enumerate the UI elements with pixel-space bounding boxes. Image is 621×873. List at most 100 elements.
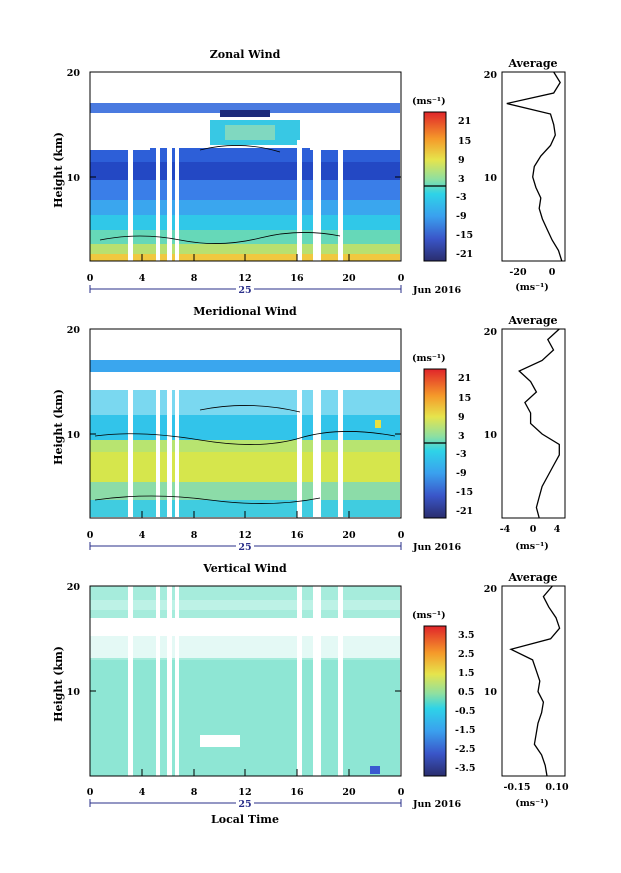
avg-y-tick: 10	[484, 430, 498, 441]
average-line	[506, 71, 563, 262]
avg-unit: (ms⁻¹)	[515, 541, 549, 552]
day-label: 25	[238, 799, 251, 810]
date-axis: 25	[89, 542, 402, 553]
avg-x-tick: 0.10	[545, 782, 569, 793]
colorbar-tick: 9	[458, 412, 465, 423]
colorbar-tick: -21	[456, 506, 473, 517]
x-tick-label: 8	[191, 273, 198, 284]
avg-y-tick: 20	[484, 584, 498, 595]
colorbar-tick: -1.5	[455, 725, 475, 736]
y-tick-label: 20	[67, 68, 81, 79]
colorbar-tick: -9	[456, 468, 467, 479]
day-label: 25	[238, 542, 251, 553]
colorbar-tick: -21	[456, 249, 473, 260]
panel-title: Vertical Wind	[202, 562, 287, 575]
panel-title: Meridional Wind	[193, 305, 297, 318]
date-label: Jun 2016	[412, 285, 461, 296]
x-ticks	[89, 254, 402, 261]
panel-title: Zonal Wind	[210, 48, 281, 61]
avg-x-tick: 0	[530, 524, 537, 535]
y-axis-label: Height (km)	[52, 132, 65, 208]
colorbar-tick: -3.5	[455, 763, 475, 774]
panel-vertical: Vertical Wind 20 10 Height (km)	[52, 562, 569, 826]
colorbar-tick: -3	[456, 449, 467, 460]
date-axis: 25	[89, 799, 402, 810]
colorbar: (ms⁻¹) 21 15 9 3 -3 -9 -15 -21	[412, 96, 473, 262]
average-profile: Average 20 10 -20 0 (ms⁻¹)	[484, 57, 566, 293]
y-tick-label: 20	[67, 582, 81, 593]
y-axis-label: Height (km)	[52, 389, 65, 465]
colorbar: (ms⁻¹) 3.5 2.5 1.5 0.5 -0.5 -1.5 -2.5 -3…	[412, 610, 475, 777]
colorbar: (ms⁻¹) 21 15 9 3 -3 -9 -15 -21	[412, 353, 473, 519]
x-tick-label: 16	[290, 530, 304, 541]
colorbar-tick: 9	[458, 155, 465, 166]
colorbar-unit: (ms⁻¹)	[412, 353, 446, 364]
x-tick-label: 8	[191, 787, 198, 798]
x-tick-label: 12	[238, 530, 251, 541]
colorbar-tick: -2.5	[455, 744, 475, 755]
average-title: Average	[507, 571, 557, 584]
y-tick-label: 20	[67, 325, 81, 336]
y-tick-label: 10	[67, 687, 81, 698]
x-tick-label: 0	[87, 530, 94, 541]
colorbar-unit: (ms⁻¹)	[412, 96, 446, 107]
avg-x-tick: -4	[500, 524, 511, 535]
avg-y-tick: 10	[484, 173, 498, 184]
colorbar-tick: -15	[456, 487, 473, 498]
heatmap-vertical	[90, 586, 400, 776]
average-line	[518, 328, 560, 519]
panel-meridional: Meridional Wind 2	[52, 305, 566, 553]
colorbar-tick: -0.5	[455, 706, 475, 717]
x-tick-label: 0	[398, 273, 405, 284]
date-label: Jun 2016	[412, 799, 461, 810]
x-tick-label: 4	[139, 273, 146, 284]
average-profile: Average 20 10 -4 0 4 (ms⁻¹)	[484, 314, 566, 552]
heatmap-meridional	[90, 329, 400, 517]
average-line	[509, 585, 561, 777]
y-ticks	[90, 328, 401, 435]
y-tick-label: 10	[67, 173, 81, 184]
colorbar-tick: -9	[456, 211, 467, 222]
avg-x-tick: 0	[549, 267, 556, 278]
x-tick-label: 4	[139, 787, 146, 798]
colorbar-tick: 21	[458, 116, 471, 127]
average-title: Average	[507, 314, 557, 327]
avg-unit: (ms⁻¹)	[515, 798, 549, 809]
x-tick-label: 4	[139, 530, 146, 541]
colorbar-tick: 3	[458, 431, 465, 442]
avg-x-tick: -0.15	[503, 782, 530, 793]
average-profile: Average 20 10 -0.15 0.10 (ms⁻¹)	[484, 571, 569, 809]
x-tick-label: 20	[342, 273, 356, 284]
day-label: 25	[238, 285, 251, 296]
x-axis-label: Local Time	[211, 813, 279, 826]
x-tick-label: 0	[398, 530, 405, 541]
avg-x-tick: -20	[509, 267, 527, 278]
colorbar-tick: 15	[458, 136, 471, 147]
colorbar-unit: (ms⁻¹)	[412, 610, 446, 621]
colorbar-tick: 2.5	[458, 649, 475, 660]
x-tick-label: 0	[87, 787, 94, 798]
colorbar-tick: 0.5	[458, 687, 475, 698]
colorbar-tick: 15	[458, 393, 471, 404]
panel-zonal: Zonal Wind	[52, 48, 566, 296]
x-tick-label: 12	[238, 273, 251, 284]
y-ticks	[90, 71, 401, 178]
colorbar-tick: -3	[456, 192, 467, 203]
y-axis-label: Height (km)	[52, 646, 65, 722]
y-ticks	[90, 585, 401, 692]
x-tick-label: 20	[342, 787, 356, 798]
x-ticks	[89, 511, 402, 518]
heatmap-zonal	[90, 72, 400, 261]
avg-x-tick: 4	[554, 524, 561, 535]
date-axis: 25	[89, 285, 402, 296]
y-tick-label: 10	[67, 430, 81, 441]
avg-y-tick: 20	[484, 70, 498, 81]
x-ticks	[89, 769, 402, 776]
colorbar-tick: 3	[458, 174, 465, 185]
colorbar-tick: 3.5	[458, 630, 475, 641]
x-tick-label: 8	[191, 530, 198, 541]
colorbar-tick: 1.5	[458, 668, 475, 679]
avg-y-tick: 20	[484, 327, 498, 338]
average-title: Average	[507, 57, 557, 70]
